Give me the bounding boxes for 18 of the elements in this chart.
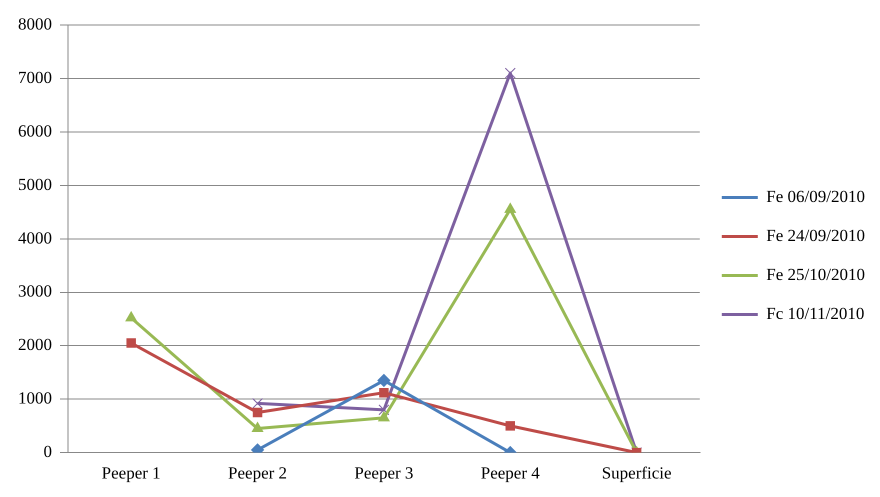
x-tick-label: Superficie xyxy=(602,463,672,482)
legend-label: Fe 25/10/2010 xyxy=(766,264,866,284)
y-tick-label: 4000 xyxy=(18,228,52,248)
x-tick-label: Peeper 3 xyxy=(354,463,414,482)
legend-label: Fc 10/11/2010 xyxy=(766,304,864,323)
x-tick-label: Peeper 4 xyxy=(480,463,540,482)
y-tick-label: 3000 xyxy=(18,282,52,301)
y-tick-label: 8000 xyxy=(18,14,52,34)
legend-label: Fe 06/09/2010 xyxy=(766,186,866,206)
y-tick-label: 7000 xyxy=(18,68,52,87)
x-tick-label: Peeper 2 xyxy=(228,463,288,482)
y-tick-label: 0 xyxy=(44,442,52,462)
y-tick-label: 5000 xyxy=(18,174,52,194)
x-tick-label: Peeper 1 xyxy=(102,463,161,482)
legend-label: Fe 24/09/2010 xyxy=(766,226,866,245)
y-tick-label: 6000 xyxy=(18,121,52,140)
y-tick-label: 1000 xyxy=(18,388,52,408)
y-tick-label: 2000 xyxy=(18,335,52,354)
